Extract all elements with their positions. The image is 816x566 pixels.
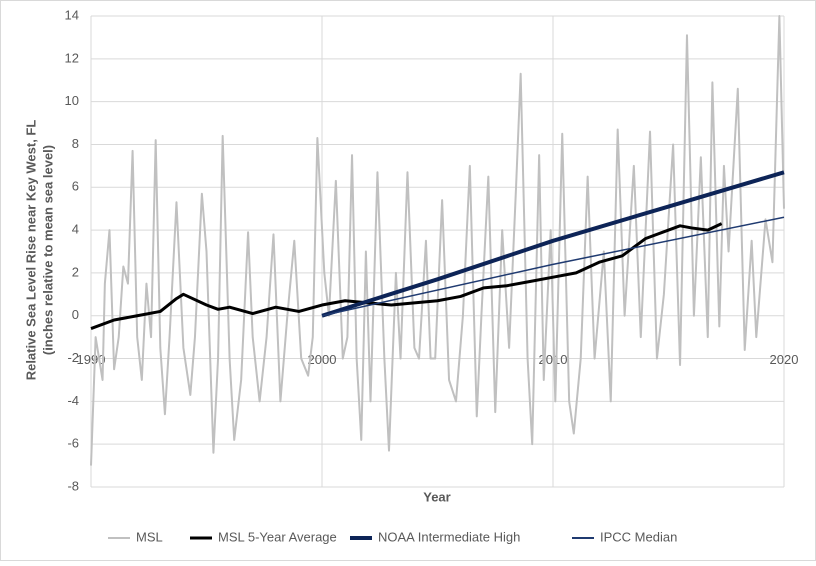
y-tick-label: 0: [72, 307, 79, 322]
x-tick-label: 2020: [770, 352, 799, 367]
line-series: [321, 216, 785, 317]
y-tick-label: 12: [65, 50, 79, 65]
x-tick-label: 2000: [308, 352, 337, 367]
y-tick-label: -4: [67, 393, 79, 408]
legend-label: NOAA Intermediate High: [378, 529, 520, 544]
y-axis-title: (inches relative to mean sea level): [40, 145, 55, 355]
y-tick-label: -8: [67, 478, 79, 493]
y-tick-label: 10: [65, 93, 79, 108]
y-tick-label: 6: [72, 179, 79, 194]
y-tick-label: 8: [72, 136, 79, 151]
y-tick-label: -6: [67, 436, 79, 451]
y-tick-label: 2: [72, 264, 79, 279]
line-series: [321, 170, 785, 318]
legend-label: MSL 5-Year Average: [218, 529, 337, 544]
legend-label: IPCC Median: [600, 529, 677, 544]
line-series: [90, 15, 785, 466]
line-series: [90, 222, 723, 330]
y-tick-label: 14: [65, 7, 79, 22]
y-tick-label: 4: [72, 222, 79, 237]
y-tick-label: -2: [67, 350, 79, 365]
x-axis-title: Year: [423, 489, 450, 504]
y-axis-title: Relative Sea Level Rise near Key West, F…: [23, 120, 38, 381]
legend-label: MSL: [136, 529, 163, 544]
